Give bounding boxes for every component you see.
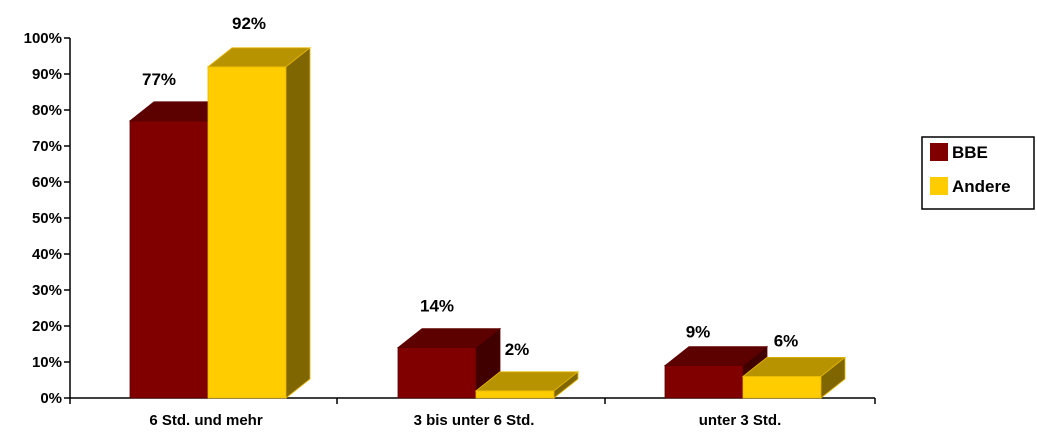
y-tick-label: 80% — [32, 102, 62, 119]
legend-swatch-andere — [930, 177, 948, 195]
x-category-label: unter 3 Std. — [699, 412, 782, 429]
bar-front-face — [207, 66, 287, 399]
bar-side-face — [285, 46, 311, 399]
y-tick-label: 50% — [32, 210, 62, 227]
data-label: 2% — [505, 340, 530, 359]
y-tick-label: 10% — [32, 354, 62, 371]
y-tick-label: 0% — [40, 390, 62, 407]
y-tick-label: 30% — [32, 282, 62, 299]
bar-andere-1 — [206, 46, 312, 399]
y-tick-label: 60% — [32, 174, 62, 191]
data-label: 9% — [686, 323, 711, 342]
data-label: 92% — [232, 14, 266, 33]
y-tick-label: 90% — [32, 66, 62, 83]
data-label: 14% — [420, 297, 454, 316]
bar-front-face — [664, 365, 744, 399]
bar-front-face — [129, 120, 209, 399]
y-tick-label: 20% — [32, 318, 62, 335]
legend-label-bbe: BBE — [952, 143, 988, 162]
bar-side-face — [820, 356, 846, 399]
legend-label-andere: Andere — [952, 177, 1011, 196]
chart-data-labels: 77% 92% 14% 2% 9% 6% — [142, 14, 798, 359]
chart-bars — [128, 46, 847, 399]
y-tick-label: 40% — [32, 246, 62, 263]
bar-front-face — [397, 347, 477, 399]
x-category-label: 3 bis unter 6 Std. — [414, 412, 535, 429]
bar-andere-3 — [741, 356, 847, 399]
x-category-label: 6 Std. und mehr — [149, 412, 263, 429]
bar-side-face — [553, 370, 579, 399]
data-label: 6% — [774, 331, 799, 350]
bar-front-face — [475, 390, 555, 399]
data-label: 77% — [142, 70, 176, 89]
chart-legend: BBE Andere — [921, 136, 1035, 210]
bar-andere-2 — [474, 370, 580, 399]
legend-swatch-bbe — [930, 143, 948, 161]
y-tick-label: 100% — [24, 30, 62, 47]
bar-front-face — [742, 375, 822, 399]
bar-bbe-3 — [663, 345, 769, 399]
y-tick-label: 70% — [32, 138, 62, 155]
